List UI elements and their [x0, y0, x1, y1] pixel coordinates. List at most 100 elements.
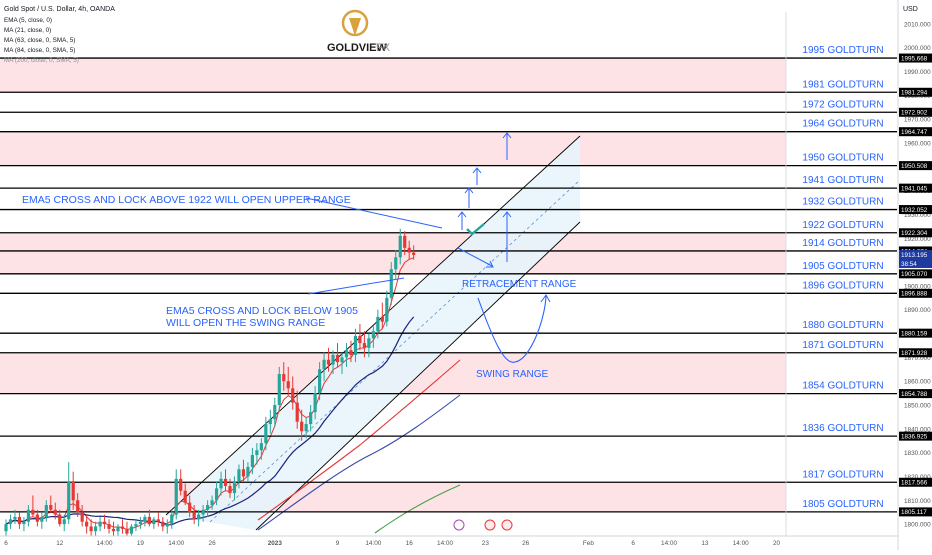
time-tick-0: 6: [4, 540, 8, 547]
price-tag-bg-17: [899, 507, 932, 517]
level-label-3: 1964 GOLDTURN: [802, 119, 883, 130]
candle-body-19: [89, 526, 93, 532]
channel-upper-line: [165, 135, 581, 516]
candle-body-90: [407, 247, 411, 253]
candle-body-54: [246, 466, 250, 477]
candle-body-78: [353, 335, 358, 355]
candle-body-71: [322, 359, 326, 370]
candle-body-42: [192, 512, 196, 520]
candle-body-4: [22, 521, 26, 525]
brand-name: GOLDVIEW: [327, 42, 388, 54]
price-tag-bg-15: [899, 431, 932, 441]
time-tick-18: 20: [773, 540, 781, 547]
price-tick-21: 2010.000: [904, 21, 931, 28]
candle-body-74: [335, 354, 340, 363]
countdown-bg: [899, 258, 932, 268]
candle-body-60: [273, 405, 277, 420]
candle-body-87: [394, 257, 398, 270]
price-tick-12: 1920.000: [904, 236, 931, 243]
price-tag-bg-3: [899, 127, 932, 137]
candle-body-17: [80, 512, 84, 522]
candle-body-38: [174, 478, 178, 515]
price-tick-0: 1800.000: [904, 522, 931, 529]
price-tick-13: 1930.000: [904, 212, 931, 219]
ema5-line: [5, 257, 414, 531]
candle-body-35: [161, 521, 165, 527]
price-tag-15: 1836.925: [901, 433, 928, 440]
price-tag-4: 1950.508: [901, 163, 928, 170]
candle-body-10: [49, 505, 53, 510]
time-tick-8: 14:00: [365, 540, 381, 547]
candle-body-37: [170, 514, 174, 525]
indicator-ma200[interactable]: MA (200, close, 0, SMA, 5): [4, 57, 79, 64]
zone-band-2: [0, 232, 786, 274]
price-tick-19: 1990.000: [904, 69, 931, 76]
price-tag-bg-0: [899, 53, 932, 63]
candle-body-70: [318, 369, 322, 394]
upper-note-pointer: [305, 197, 443, 229]
candle-body-45: [206, 505, 210, 510]
annotations-layer: EMA5 CROSS AND LOCK ABOVE 1922 WILL OPEN…: [22, 132, 577, 531]
candle-body-85: [385, 297, 389, 322]
candle-body-8: [40, 516, 44, 522]
candle-body-63: [286, 381, 290, 389]
candle-body-86: [389, 269, 393, 298]
time-tick-3: 19: [137, 540, 145, 547]
level-label-7: 1922 GOLDTURN: [802, 220, 883, 231]
level-label-6: 1932 GOLDTURN: [802, 197, 883, 208]
candle-body-89: [403, 235, 407, 248]
candle-body-91: [412, 252, 416, 255]
swing-note-line-2: WILL OPEN THE SWING RANGE: [166, 317, 325, 329]
price-tag-5: 1941.045: [901, 185, 928, 192]
price-tag-bg-9: [899, 249, 932, 259]
symbol-title[interactable]: Gold Spot / U.S. Dollar, 4h, OANDA: [4, 6, 115, 13]
candle-body-21: [98, 521, 102, 527]
moving-averages-layer: [5, 257, 461, 534]
chart-legend: Gold Spot / U.S. Dollar, 4h, OANDA EMA (…: [4, 6, 115, 64]
goldview-logo: GOLDVIEW FX: [327, 9, 391, 54]
candle-body-14: [67, 481, 71, 520]
ma84-line: [257, 394, 461, 531]
indicator-ema5[interactable]: EMA (5, close, 0): [4, 17, 52, 24]
us-flag-icon: [484, 519, 496, 531]
ma63-line: [257, 359, 461, 521]
price-tag-17: 1805.117: [901, 509, 927, 516]
time-tick-6: 2023: [268, 540, 283, 547]
time-tick-16: 13: [701, 540, 709, 547]
price-tag-9: 1913.195: [901, 252, 928, 259]
time-axis: 6 12 14:00 19 14:00 26 2023 9 14:00 16 14:00 23 26 Fe…: [0, 535, 898, 547]
price-tag-11: 1896.888: [901, 291, 928, 298]
price-tag-bg-12: [899, 328, 932, 338]
level-label-12: 1871 GOLDTURN: [802, 340, 883, 351]
up-arrowhead-4: [502, 211, 512, 218]
candle-body-84: [380, 316, 384, 322]
time-tick-15: 14:00: [661, 540, 677, 547]
candle-body-72: [326, 359, 331, 365]
price-tick-17: 1970.000: [904, 117, 931, 124]
time-tick-5: 26: [209, 540, 217, 547]
candle-body-22: [102, 521, 107, 525]
price-tick-10: 1900.000: [904, 283, 931, 290]
candle-body-51: [232, 481, 237, 494]
indicator-ma21[interactable]: MA (21, close, 0): [4, 27, 51, 34]
candle-body-81: [367, 338, 371, 348]
up-arrowhead-0: [457, 211, 467, 218]
countdown-label: 38:54: [901, 261, 917, 268]
currency-label: USD: [903, 6, 918, 13]
candle-body-67: [304, 424, 308, 432]
price-tick-1: 1810.000: [904, 498, 931, 505]
retracement-range-label: RETRACEMENT RANGE: [462, 279, 577, 290]
level-label-4: 1950 GOLDTURN: [802, 153, 883, 164]
level-label-13: 1854 GOLDTURN: [802, 381, 883, 392]
price-tag-1: 1981.294: [901, 90, 928, 97]
swing-arc: [477, 295, 547, 363]
retrace-arrow: [457, 247, 493, 267]
zone-band-4: [0, 482, 786, 512]
price-tag-bg-13: [899, 348, 932, 358]
levels-layer: 1995 GOLDTURN 1981 GOLDTURN 1972 GOLDTURN 1…: [0, 12, 897, 536]
indicator-ma84[interactable]: MA (84, close, 0, SMA, 5): [4, 47, 75, 54]
indicator-ma63[interactable]: MA (63, close, 0, SMA, 5): [4, 37, 75, 44]
level-label-1: 1981 GOLDTURN: [802, 79, 883, 90]
candle-body-11: [53, 509, 57, 515]
